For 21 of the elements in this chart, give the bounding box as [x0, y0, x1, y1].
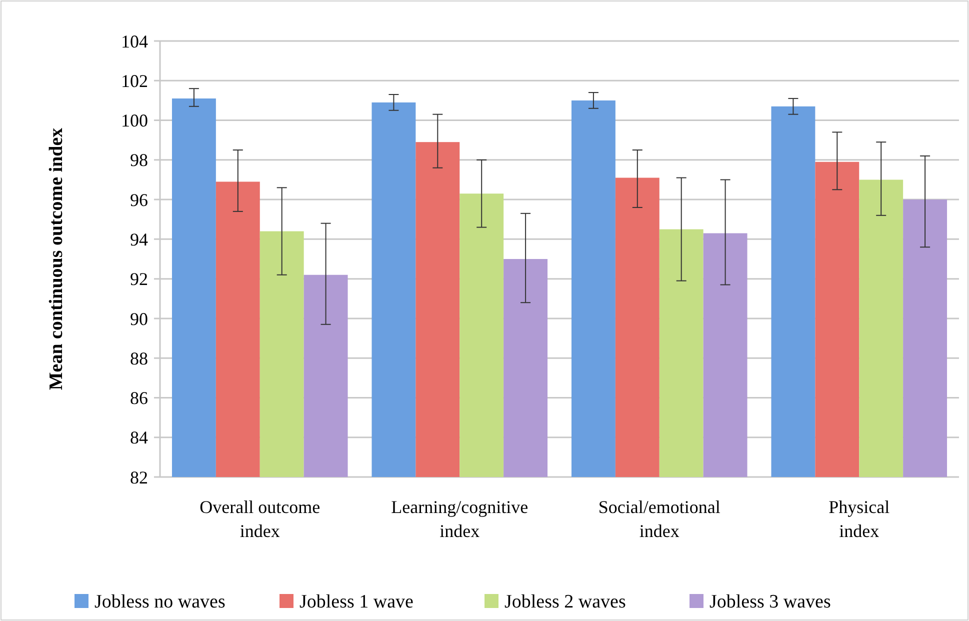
- y-tick-label: 92: [130, 269, 148, 290]
- x-tick-label: Social/emotional index: [598, 497, 720, 541]
- y-tick-label: 86: [130, 388, 148, 408]
- y-tick-label: 84: [130, 428, 148, 448]
- y-axis-title: Mean continuous outcome index: [46, 127, 67, 390]
- legend-label: Jobless 3 waves: [710, 592, 831, 613]
- y-tick-label: 88: [130, 348, 148, 368]
- legend-label: Jobless no waves: [94, 592, 226, 613]
- x-tick-label: Learning/cognitive index: [391, 497, 528, 541]
- y-tick-label: 96: [130, 190, 148, 210]
- legend-label: Jobless 1 wave: [300, 592, 414, 613]
- y-tick-label: 82: [130, 467, 148, 488]
- y-tick-label: 90: [130, 308, 148, 329]
- x-tick-label: Overall outcome index: [200, 497, 320, 541]
- y-tick-label: 102: [121, 70, 148, 91]
- y-tick-label: 98: [130, 150, 148, 170]
- y-tick-label: 94: [130, 229, 148, 250]
- y-tick-label: 100: [121, 110, 148, 131]
- x-tick-label: Physical index: [828, 497, 890, 541]
- y-tick-label: 104: [121, 31, 148, 52]
- legend-label: Jobless 2 waves: [504, 592, 626, 613]
